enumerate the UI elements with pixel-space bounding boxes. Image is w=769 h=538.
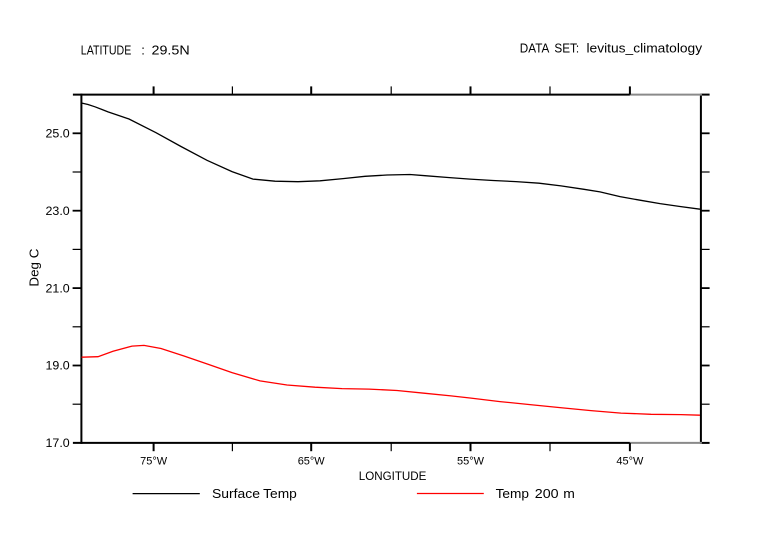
svg-text:DATA: DATA xyxy=(520,40,550,55)
svg-text:Temp: Temp xyxy=(263,487,297,501)
svg-text:LATITUDE: LATITUDE xyxy=(81,42,132,57)
svg-text:Surface: Surface xyxy=(212,487,260,501)
svg-text:55°W: 55°W xyxy=(457,456,485,468)
svg-text:21.0: 21.0 xyxy=(46,281,71,295)
svg-text:19.0: 19.0 xyxy=(46,359,71,373)
svg-text:Temp: Temp xyxy=(496,487,529,501)
svg-text:200: 200 xyxy=(535,487,559,501)
svg-text:29.5N: 29.5N xyxy=(152,42,190,57)
svg-text:Deg C: Deg C xyxy=(26,249,41,287)
svg-text:17.0: 17.0 xyxy=(46,436,71,450)
svg-text:m: m xyxy=(563,487,575,501)
svg-text:65°W: 65°W xyxy=(298,456,326,468)
svg-text:LONGITUDE: LONGITUDE xyxy=(359,469,427,483)
svg-text:75°W: 75°W xyxy=(140,456,168,468)
svg-text::: : xyxy=(141,42,145,57)
svg-text:SET:: SET: xyxy=(554,40,579,55)
svg-text:25.0: 25.0 xyxy=(46,127,71,141)
svg-text:levitus_climatology: levitus_climatology xyxy=(587,40,703,55)
svg-text:23.0: 23.0 xyxy=(46,204,71,218)
svg-text:45°W: 45°W xyxy=(616,456,644,468)
